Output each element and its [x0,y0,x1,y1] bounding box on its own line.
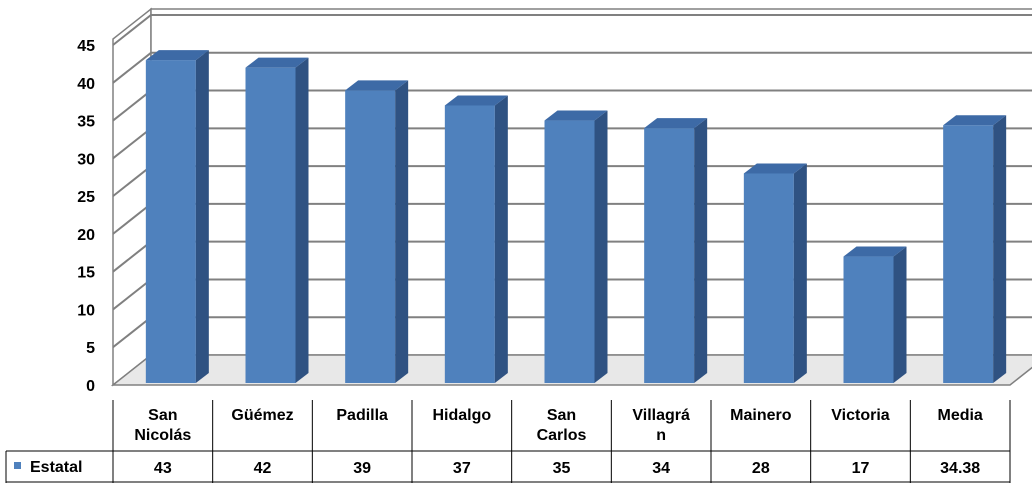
category-label: Güémez [231,407,293,424]
bar-top [644,118,708,129]
legend-label: Estatal [30,459,82,476]
bar-side [694,118,708,383]
category-label-line: Hidalgo [432,407,491,424]
bar-front [345,90,396,383]
bar-top [943,115,1007,126]
value-label: 35 [553,460,571,477]
bar-side [494,95,508,383]
bar-top [743,163,807,174]
y-tick-label: 30 [77,151,95,168]
category-label-line: Media [937,407,982,424]
bar-front [245,67,296,384]
bar-top [145,50,209,61]
bar-front [843,256,894,383]
bar-top [345,80,409,91]
category-label-line: Mainero [730,407,792,424]
y-tick-label: 40 [77,76,95,93]
bar [644,118,708,383]
bar [743,163,807,383]
bar [444,95,508,383]
y-tick-label: 0 [86,378,95,395]
value-label: 28 [752,460,770,477]
category-label: Victoria [831,407,890,424]
bar [544,110,608,384]
y-axis-ticks: 0 5 10 15 20 25 30 35 40 45 [77,38,95,395]
bar-side [793,163,807,383]
category-label: San Nicolás [134,407,191,444]
bar-side [594,110,608,384]
category-label-line: n [656,427,666,444]
gridline [112,51,1032,84]
value-label: 37 [453,460,471,477]
bar-side [893,246,907,383]
bar-front [544,120,595,384]
bar-front [644,128,695,383]
bar [345,80,409,383]
y-tick-label: 15 [77,265,95,282]
bar-top [444,95,508,106]
y-tick-label: 20 [77,227,95,244]
category-label: Villagrá n [632,407,690,444]
category-label-line: Victoria [831,407,890,424]
bar-top [245,57,309,68]
bar [145,50,209,383]
category-label-line: Nicolás [134,427,191,444]
bar-front [444,105,495,383]
bar-side [295,57,309,384]
value-label: 17 [852,460,870,477]
bars [145,50,1007,384]
y-tick-label: 35 [77,114,95,131]
category-label-line: Carlos [537,427,587,444]
bar-top [843,246,907,257]
bar [245,57,309,384]
bar-front [145,60,196,383]
category-label-line: Güémez [231,407,293,424]
y-tick-label: 45 [77,38,95,55]
side-wall [112,7,152,387]
category-label: Hidalgo [432,407,491,424]
bar-front [943,125,994,384]
bar-front [743,173,794,383]
value-label: 42 [254,460,272,477]
data-table: San Nicolás Güémez Padilla Hidalgo San Carlos V… [5,400,1011,483]
category-label-line: San [148,407,177,424]
bar [843,246,907,383]
category-label: Media [937,407,982,424]
legend-swatch [14,462,21,469]
bar-side [395,80,409,383]
value-label: 43 [154,460,172,477]
y-tick-label: 10 [77,302,95,319]
category-label: Mainero [730,407,792,424]
value-label: 34 [652,460,670,477]
bar-side [195,50,209,383]
bar-side [993,115,1007,384]
category-label-line: Villagrá [632,407,690,424]
category-label: San Carlos [537,407,587,444]
value-label: 39 [353,460,371,477]
y-tick-label: 5 [86,340,95,357]
bar-top [544,110,608,121]
bar [943,115,1007,384]
category-label: Padilla [336,407,388,424]
y-tick-label: 25 [77,189,95,206]
category-label-line: San [547,407,576,424]
value-label: 34.38 [940,460,980,477]
gridline [112,14,1032,46]
category-label-line: Padilla [336,407,388,424]
